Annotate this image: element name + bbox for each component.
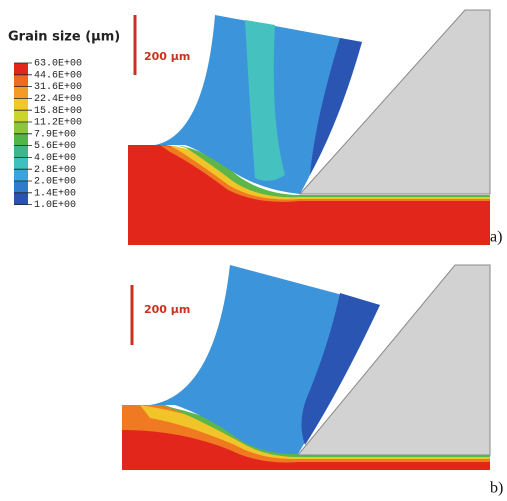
legend-title: Grain size (µm)	[8, 30, 120, 45]
legend-swatch	[14, 86, 28, 99]
panel-label: b)	[490, 480, 503, 497]
legend-label: 1.4E+00	[34, 188, 76, 199]
legend-label: 22.4E+00	[34, 94, 82, 105]
legend-label: 63.0E+00	[34, 59, 82, 70]
legend-label: 11.2E+00	[34, 118, 82, 129]
scale-bar-label: 200 µm	[144, 50, 190, 63]
legend-swatch	[14, 181, 28, 194]
zone	[140, 405, 490, 460]
panel-b: 200 µm b)	[122, 264, 503, 497]
zone	[160, 405, 490, 457]
legend-swatch	[14, 98, 28, 111]
zone	[310, 38, 362, 175]
tool	[298, 9, 491, 195]
legend-label: 7.9E+00	[34, 129, 76, 140]
legend: 63.0E+0044.6E+0031.6E+0022.4E+0015.8E+00…	[14, 59, 82, 211]
legend-swatch	[14, 157, 28, 170]
legend-swatch	[14, 122, 28, 135]
legend-swatch	[14, 74, 28, 87]
legend-swatch	[14, 133, 28, 146]
legend-swatch	[14, 63, 28, 76]
tool	[296, 264, 491, 456]
legend-label: 5.6E+00	[34, 141, 76, 152]
zone	[301, 293, 380, 445]
legend-swatch	[14, 192, 28, 205]
legend-swatch	[14, 169, 28, 182]
legend-label: 31.6E+00	[34, 82, 82, 93]
zone	[245, 20, 285, 181]
legend-swatch	[14, 145, 28, 158]
legend-label: 2.8E+00	[34, 165, 76, 176]
panel-label: a)	[490, 229, 502, 246]
legend-label: 15.8E+00	[34, 106, 82, 117]
legend-label: 2.0E+00	[34, 177, 76, 188]
legend-label: 1.0E+00	[34, 200, 76, 211]
legend-swatch	[14, 110, 28, 123]
scale-bar-label: 200 µm	[144, 303, 190, 316]
legend-label: 4.0E+00	[34, 153, 76, 164]
legend-label: 44.6E+00	[34, 70, 82, 81]
workpiece	[122, 405, 490, 470]
panel-a: 200 µm a)	[128, 9, 502, 246]
